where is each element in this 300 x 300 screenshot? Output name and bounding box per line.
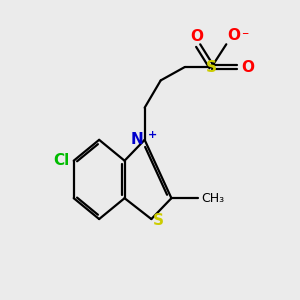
Text: O: O xyxy=(190,29,203,44)
Text: Cl: Cl xyxy=(53,153,70,168)
Text: O: O xyxy=(241,59,254,74)
Text: S: S xyxy=(206,59,217,74)
Text: S: S xyxy=(153,213,164,228)
Text: N: N xyxy=(130,132,143,147)
Text: ⁻: ⁻ xyxy=(241,29,248,43)
Text: O: O xyxy=(228,28,241,43)
Text: CH₃: CH₃ xyxy=(201,192,224,205)
Text: +: + xyxy=(148,130,157,140)
